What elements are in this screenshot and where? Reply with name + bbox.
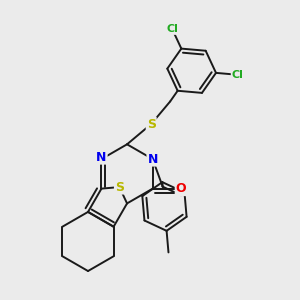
Text: S: S bbox=[147, 118, 156, 130]
Text: Cl: Cl bbox=[166, 24, 178, 34]
Text: N: N bbox=[148, 153, 158, 166]
Text: Cl: Cl bbox=[232, 70, 244, 80]
Text: O: O bbox=[176, 182, 186, 195]
Text: N: N bbox=[96, 151, 106, 164]
Text: S: S bbox=[115, 181, 124, 194]
